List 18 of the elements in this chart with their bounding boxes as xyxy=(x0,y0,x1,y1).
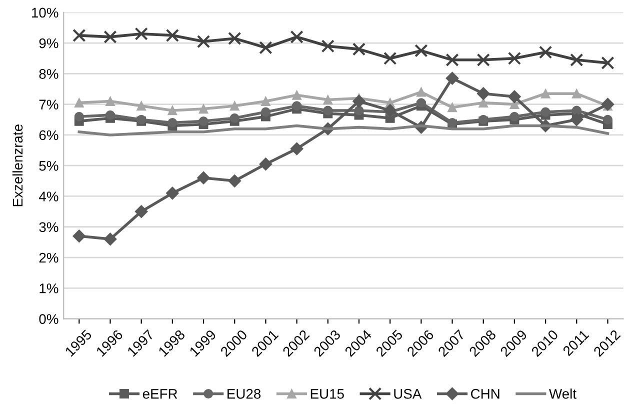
legend-label: Welt xyxy=(549,388,576,399)
y-tick-label: 6% xyxy=(39,130,58,140)
y-tick-label: 3% xyxy=(39,222,58,232)
legend-label: EU28 xyxy=(228,388,261,399)
y-tick-label: 9% xyxy=(39,38,58,48)
y-tick-label: 0% xyxy=(39,314,58,324)
legend-label: EU15 xyxy=(310,389,344,399)
y-tick-label: 10% xyxy=(32,8,58,18)
y-tick-label: 4% xyxy=(38,192,58,202)
y-tick-label: 8% xyxy=(39,69,58,79)
y-tick-label: 1% xyxy=(40,284,58,294)
legend-label: CHN xyxy=(470,388,500,399)
y-axis-title: Exzellenzrate xyxy=(12,124,23,206)
y-tick-label: 2% xyxy=(39,252,58,263)
legend-label: USA xyxy=(394,388,422,399)
legend-label: eEFR xyxy=(142,389,178,399)
y-tick-label: 7% xyxy=(39,100,58,110)
y-tick-label: 5% xyxy=(39,160,58,171)
